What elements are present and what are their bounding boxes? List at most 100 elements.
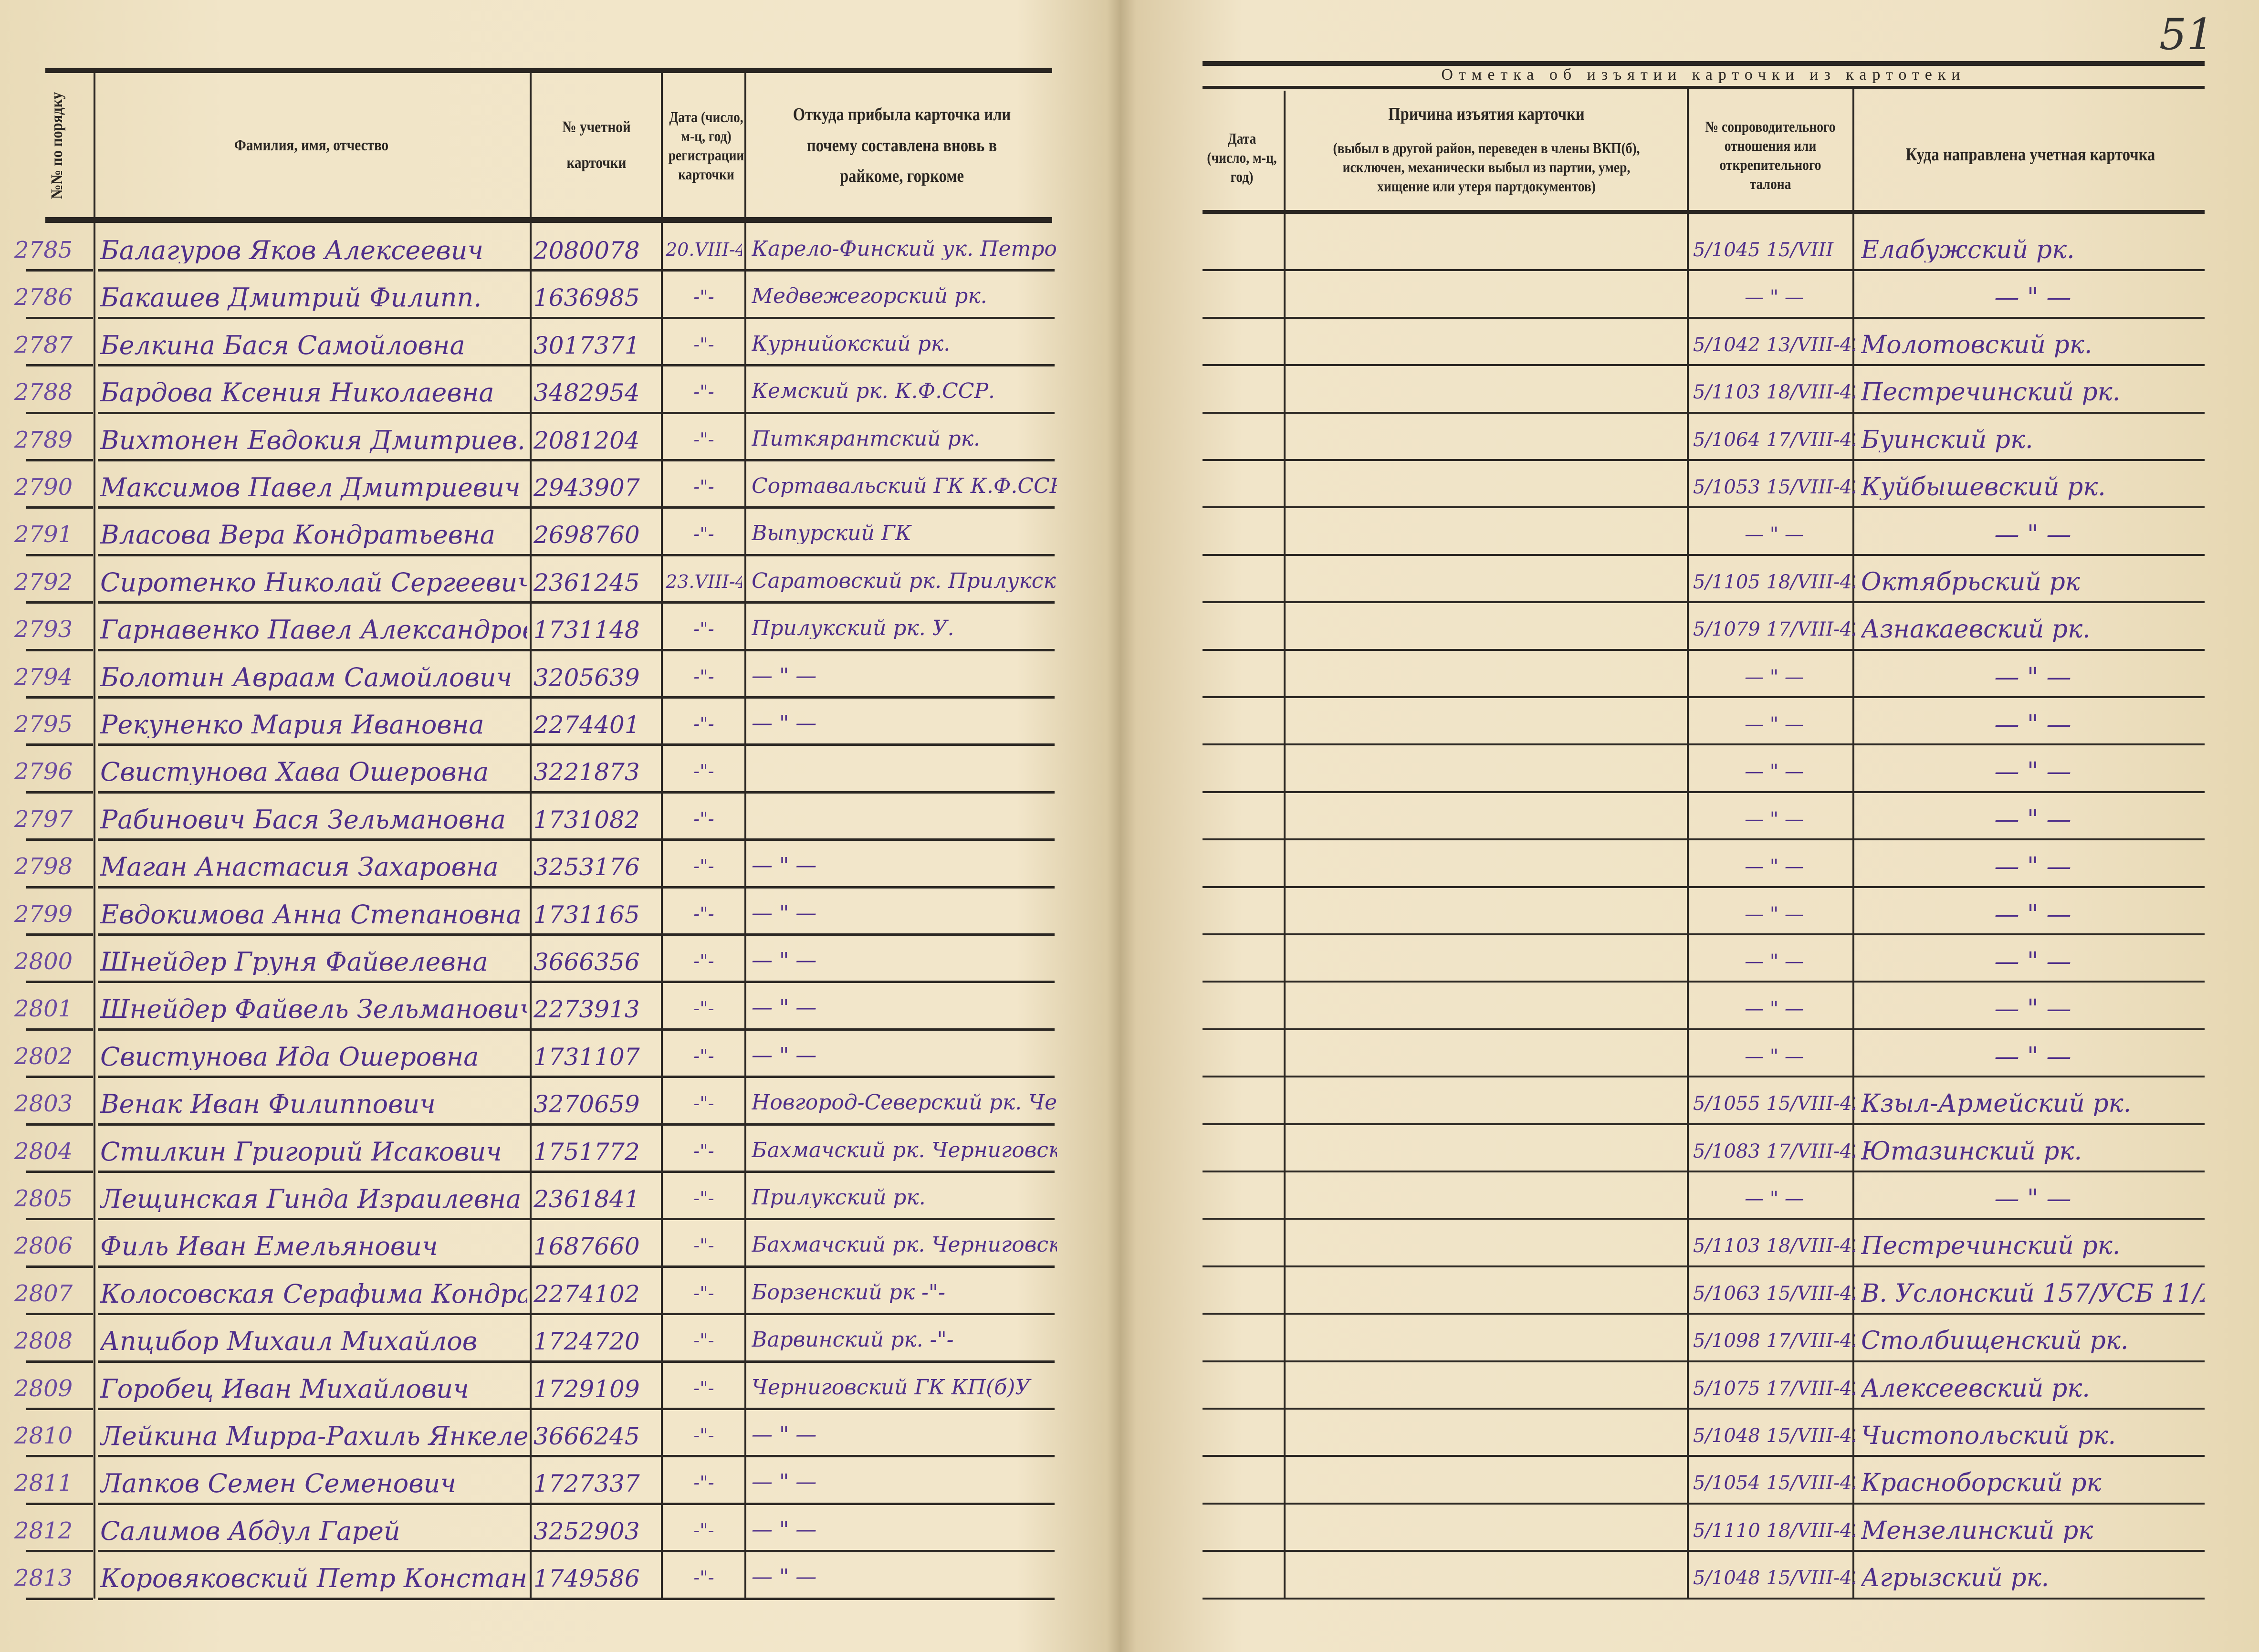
header-reason-sub: (выбыл в другой район, переведен в члены… <box>1333 139 1640 195</box>
row-card: 3252903 <box>533 1519 640 1543</box>
row-rule <box>98 1123 1055 1126</box>
row-seq: 2799 <box>14 902 73 926</box>
row-origin: — " — <box>752 665 817 687</box>
row-name: Салимов Абдул Гарей <box>100 1518 400 1544</box>
row-name: Гарнавенко Павел Александров. <box>100 617 527 643</box>
row-date: -"- <box>693 999 714 1018</box>
row-rule <box>1203 316 2205 319</box>
row-date: -"- <box>693 1521 714 1539</box>
row-rule <box>26 506 93 509</box>
row-origin: Курнийокский рк. <box>752 333 951 355</box>
row-rule <box>26 933 93 936</box>
row-rule <box>1203 1408 2205 1410</box>
row-rule <box>1203 743 2205 746</box>
row-destination: — " — <box>1994 854 2071 879</box>
row-destination: Пестречинский рк. <box>1861 1234 2121 1259</box>
row-talon: — " — <box>1745 667 1804 687</box>
row-rule <box>1203 601 2205 604</box>
row-rule <box>26 1171 93 1173</box>
row-date: 20.VIII-42 <box>666 240 742 259</box>
row-rule <box>26 743 93 746</box>
row-card: 3482954 <box>533 381 640 405</box>
row-destination: — " — <box>1994 664 2071 690</box>
row-seq: 2812 <box>14 1519 73 1542</box>
row-date: -"- <box>693 478 714 496</box>
row-seq: 2785 <box>14 239 73 261</box>
row-talon: 5/1105 18/VIII-42 <box>1693 572 1855 592</box>
row-talon: 5/1055 15/VIII-42 <box>1693 1094 1855 1114</box>
row-seq: 2789 <box>14 428 73 451</box>
row-name: Лапков Семен Семенович <box>100 1471 457 1497</box>
col-divider <box>1284 91 1286 1599</box>
row-card: 2274401 <box>533 713 640 737</box>
row-name: Сиротенко Николай Сергеевич <box>100 569 527 596</box>
row-rule <box>26 1502 93 1505</box>
row-destination: В. Услонский 157/УСБ 11/XI-42 <box>1861 1281 2205 1306</box>
row-rule <box>1203 886 2205 888</box>
row-date: -"- <box>693 1331 714 1350</box>
row-origin: — " — <box>752 1519 817 1540</box>
row-seq: 2810 <box>14 1424 73 1447</box>
row-card: 1727337 <box>533 1472 640 1496</box>
row-origin: Прилукский рк. <box>752 1187 926 1208</box>
row-seq: 2795 <box>14 713 73 736</box>
row-rule <box>1203 1502 2205 1505</box>
row-rule <box>26 838 93 841</box>
row-date: -"- <box>693 620 714 638</box>
row-card: 2080078 <box>533 239 640 262</box>
row-name: Шнейдер Груня Файвелевна <box>100 949 488 975</box>
row-name: Максимов Павел Дмитриевич <box>100 475 521 501</box>
row-origin: Новгород-Северский рк. Черниговской обл. <box>752 1092 1057 1114</box>
row-card: 2943907 <box>533 476 640 500</box>
row-card: 1749586 <box>533 1567 640 1591</box>
row-rule <box>1203 838 2205 841</box>
row-rule <box>26 459 93 461</box>
row-card: 2274102 <box>533 1282 640 1306</box>
row-name: Вихтонен Евдокия Дмитриев. <box>100 427 525 453</box>
row-rule <box>26 1360 93 1363</box>
row-rule <box>1203 1265 2205 1267</box>
row-rule <box>98 364 1055 367</box>
row-seq: 2806 <box>14 1234 73 1258</box>
row-destination: — " — <box>1994 285 2071 310</box>
row-rule <box>98 1076 1055 1078</box>
right-page-title: Отметка об изъятии карточки из картотеки <box>1441 66 1966 84</box>
row-origin: — " — <box>752 997 817 1019</box>
row-destination: — " — <box>1994 949 2071 974</box>
row-rule <box>98 1597 1055 1600</box>
row-seq: 2800 <box>14 950 73 973</box>
row-destination: Алексеевский рк. <box>1861 1376 2090 1401</box>
row-seq: 2787 <box>14 333 73 356</box>
row-origin: Варвинский рк. -"- <box>752 1329 954 1351</box>
row-destination: — " — <box>1994 522 2071 547</box>
row-origin: Питкярантский рк. <box>752 428 980 450</box>
row-date: -"- <box>693 952 714 970</box>
row-rule <box>98 1218 1055 1221</box>
row-date: -"- <box>693 1094 714 1113</box>
row-date: -"- <box>693 809 714 828</box>
row-name: Бардова Ксения Николаевна <box>100 380 494 406</box>
row-seq: 2798 <box>14 855 73 878</box>
row-rule <box>26 364 93 367</box>
row-rule <box>98 1360 1055 1363</box>
row-rule <box>98 648 1055 651</box>
row-rule <box>1203 1076 2205 1078</box>
row-talon: — " — <box>1745 1046 1804 1066</box>
row-name: Лещинская Гинда Израилевна <box>100 1186 522 1212</box>
row-rule <box>1203 933 2205 935</box>
row-name: Балагуров Яков Алексеевич <box>100 238 484 263</box>
row-name: Лейкина Мирра-Рахиль Янкелев <box>100 1423 527 1449</box>
row-origin: — " — <box>752 713 817 734</box>
row-seq: 2808 <box>14 1329 73 1353</box>
row-destination: Молотовский рк. <box>1861 332 2092 357</box>
row-date: -"- <box>693 1236 714 1255</box>
row-origin: Карело-Финский ук. Петрозаводский ГК. <box>752 239 1057 260</box>
row-seq: 2804 <box>14 1140 73 1163</box>
page-number: 51 <box>2159 10 2214 60</box>
row-rule <box>1203 459 2205 461</box>
row-rule <box>1203 1550 2205 1552</box>
header-destination: Куда направлена учетная карточка <box>1905 145 2155 165</box>
row-rule <box>98 886 1055 889</box>
row-rule <box>1203 269 2205 272</box>
row-rule <box>26 1218 93 1221</box>
